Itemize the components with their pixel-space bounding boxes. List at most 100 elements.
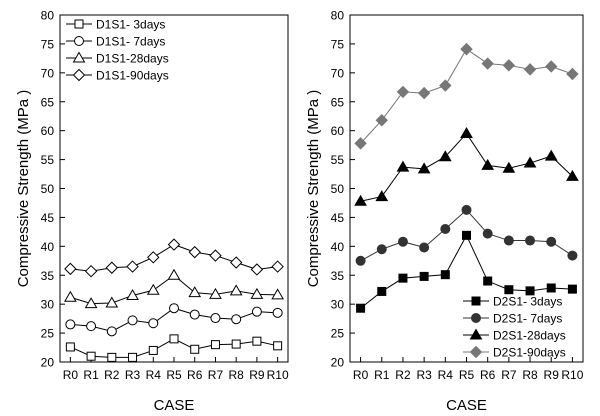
y-tick-label: 75 [331,37,345,51]
data-point [251,306,262,317]
data-point [209,249,222,262]
y-tick-label: 65 [41,95,55,109]
y-tick-label: 60 [41,124,55,138]
data-point [355,255,366,266]
series-3 [354,127,579,206]
y-tick-label: 40 [331,240,345,254]
series-4 [64,238,284,278]
y-tick-label: 35 [331,269,345,283]
y-tick-label: 65 [331,95,345,109]
data-point [188,245,201,259]
y-axis-title: Compressive Strength (MPa ) [15,90,32,288]
legend-marker [469,345,483,359]
x-tick-label: R5 [166,368,182,382]
x-tick-label: R9 [249,368,265,382]
data-point [356,303,366,313]
y-tick-label: 25 [41,327,55,341]
legend-marker [72,68,86,82]
data-point [461,204,472,215]
y-axis-title: Compressive Strength (MPa ) [305,90,322,288]
x-axis-title: CASE [154,397,195,414]
data-point [567,250,578,261]
y-tick-label: 55 [41,153,55,167]
data-point [504,285,514,295]
data-point [375,114,388,127]
data-point [107,352,117,362]
y-tick-label: 45 [331,211,345,225]
legend-marker [469,328,483,340]
data-point [126,288,139,300]
legend-marker [72,51,86,63]
y-tick-label: 70 [331,66,345,80]
y-tick-label: 20 [41,356,55,370]
data-point [481,158,495,170]
legend-marker [74,36,84,46]
x-tick-label: R3 [125,368,141,382]
series-2 [355,204,578,266]
data-point [462,230,471,240]
data-point [502,161,516,173]
data-point [169,303,179,314]
x-tick-label: R2 [104,368,120,382]
data-point [460,42,473,56]
data-point [396,160,410,172]
chart-panel-2: 20 25 30 35 40 45 50 55 60 65 70 75 80 R0 R1 R2 R3 R4 R5 R6… [305,9,584,415]
data-point [546,236,557,247]
data-point [147,251,160,264]
x-tick-label: R9 [544,368,560,382]
data-point [440,223,451,234]
data-point [544,149,558,161]
data-point [525,235,536,246]
y-tick-label: 30 [41,298,55,312]
legend-label: D2S1-28days [493,329,566,343]
x-tick-label: R0 [63,368,79,382]
data-point [126,260,139,273]
data-point [190,344,200,354]
legend-marker [471,313,481,323]
y-tick-label: 50 [331,182,345,196]
data-point [419,271,429,281]
x-tick-label: R4 [146,368,162,382]
x-tick-label: R10 [267,368,289,382]
data-point [210,313,221,324]
y-tick-label: 45 [41,211,55,225]
x-tick-label: R0 [353,368,369,382]
data-point [167,238,181,251]
data-point [106,326,117,337]
data-point [148,318,159,329]
data-point [545,60,558,73]
data-point [127,315,138,326]
data-point [354,194,367,206]
x-tick-label: R3 [416,368,432,382]
x-tick-label: R4 [438,368,454,382]
data-point [63,290,77,302]
x-tick-label: R2 [395,368,411,382]
data-point [398,273,408,283]
data-point [84,264,98,278]
data-point [417,162,431,174]
x-tick-label: R6 [187,368,203,382]
y-tick-label: 80 [41,9,55,23]
data-point [250,263,264,276]
data-point [566,169,579,181]
x-tick-label: R8 [522,368,538,382]
y-tick-label: 60 [331,124,345,138]
data-point [250,287,264,299]
data-point [273,341,283,351]
data-point [64,262,77,276]
series-2 [65,303,283,337]
data-point [438,150,452,162]
data-point [209,287,222,299]
data-point [482,228,493,239]
y-tick-label: 40 [41,240,55,254]
data-point [84,297,98,309]
y-tick-label: 30 [331,298,345,312]
data-point [231,339,241,349]
legend-label: D1S1- 7days [96,35,165,49]
data-point [148,345,158,355]
data-point [86,351,96,361]
x-tick-label: R10 [561,368,583,382]
series-1 [356,230,577,313]
